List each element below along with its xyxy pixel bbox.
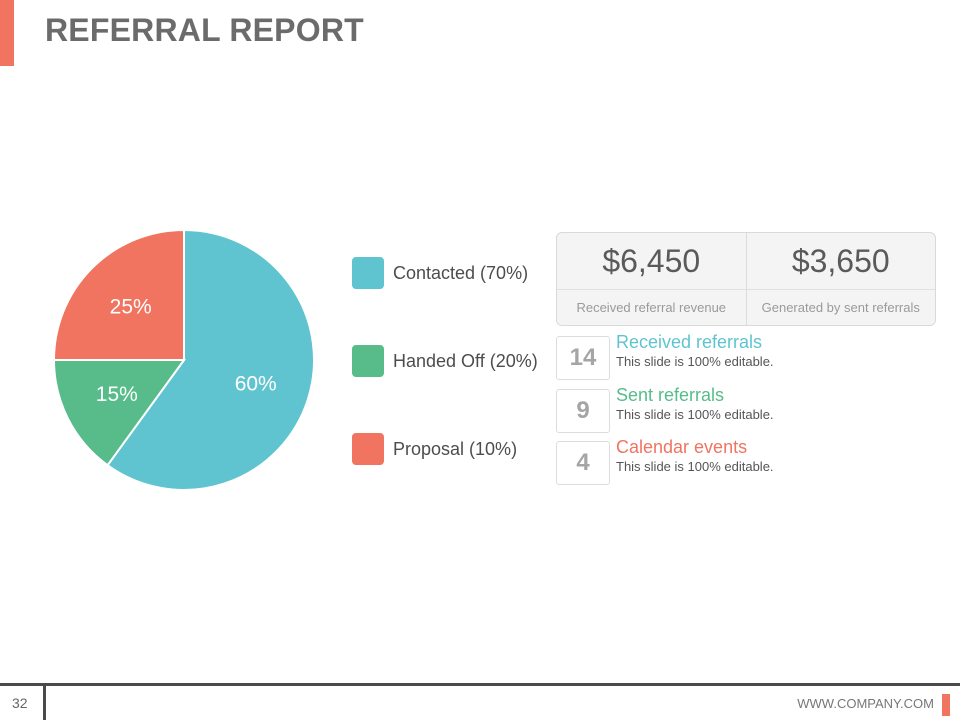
legend-swatch-proposal xyxy=(352,433,384,465)
legend-label-proposal: Proposal (10%) xyxy=(393,438,518,459)
kpi-description: This slide is 100% editable. xyxy=(616,459,774,474)
page-title: REFERRAL REPORT xyxy=(45,12,364,48)
legend-item-proposal: Proposal (10%) xyxy=(352,433,517,465)
legend-item-handed-off: Handed Off (20%) xyxy=(352,345,538,377)
footer-url: WWW.COMPANY.COM xyxy=(797,696,934,711)
stat-sent-revenue: $3,650 Generated by sent referrals xyxy=(745,233,935,325)
kpi-sent-referrals: 9 Sent referrals This slide is 100% edit… xyxy=(556,385,936,435)
legend-item-contacted: Contacted (70%) xyxy=(352,257,528,289)
stat-caption: Received referral revenue xyxy=(557,290,746,325)
stat-value: $3,650 xyxy=(746,233,935,290)
stats-box: $6,450 Received referral revenue $3,650 … xyxy=(556,232,936,326)
kpi-number: 4 xyxy=(556,441,610,485)
legend-swatch-contacted xyxy=(352,257,384,289)
legend-label-contacted: Contacted (70%) xyxy=(393,262,529,283)
stat-value: $6,450 xyxy=(557,233,746,290)
pie-label-proposal: 25% xyxy=(110,296,152,319)
pie-slice-contacted xyxy=(106,228,315,491)
kpi-received-referrals: 14 Received referrals This slide is 100%… xyxy=(556,332,936,382)
legend-label-handed-off: Handed Off (20%) xyxy=(393,350,538,371)
kpi-title: Sent referrals xyxy=(616,385,725,405)
kpi-description: This slide is 100% editable. xyxy=(616,354,774,369)
stat-caption: Generated by sent referrals xyxy=(746,290,935,325)
kpi-title: Calendar events xyxy=(616,437,748,457)
pie-label-contacted: 60% xyxy=(235,372,277,395)
footer-line xyxy=(0,683,960,686)
kpi-number: 14 xyxy=(556,336,610,380)
footer-divider xyxy=(43,686,46,720)
kpi-calendar-events: 4 Calendar events This slide is 100% edi… xyxy=(556,437,936,487)
page-number: 32 xyxy=(12,695,28,711)
title-accent-bar xyxy=(0,0,14,66)
pie-label-handed-off: 15% xyxy=(96,383,138,406)
pie-slice-handed-off xyxy=(52,359,186,467)
pie-chart: 60% 15% 25% xyxy=(52,228,315,491)
kpi-description: This slide is 100% editable. xyxy=(616,407,774,422)
kpi-title: Received referrals xyxy=(616,332,763,352)
legend-swatch-handed-off xyxy=(352,345,384,377)
kpi-number: 9 xyxy=(556,389,610,433)
footer-accent-bar xyxy=(942,694,950,716)
stat-received-revenue: $6,450 Received referral revenue xyxy=(557,233,746,325)
pie-slice-proposal xyxy=(52,228,185,361)
